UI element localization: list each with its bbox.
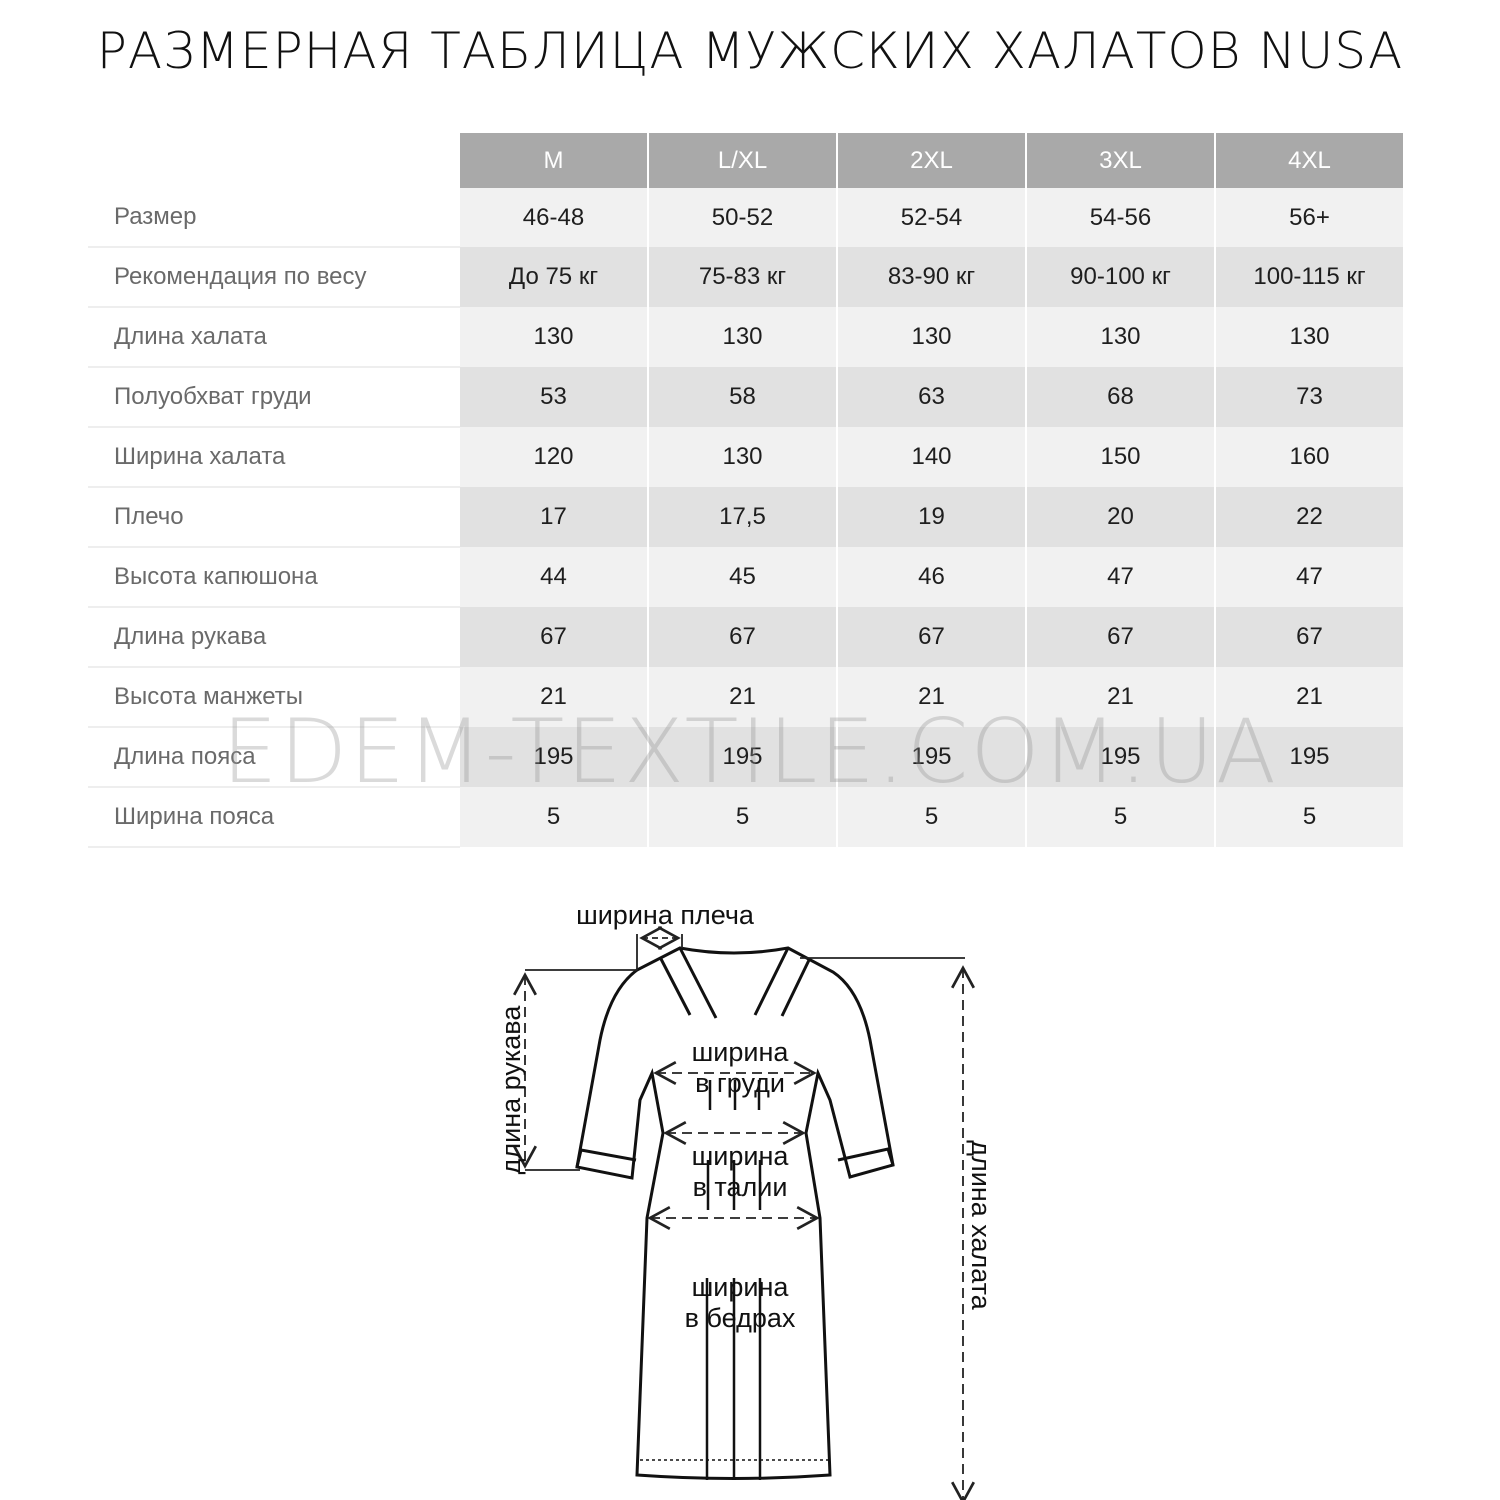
label-shoulder-width: ширина плеча [576,900,755,930]
label-waist: в талии [693,1172,788,1202]
row-label: Полуобхват груди [88,367,459,428]
table-cell: 195 [1025,727,1215,787]
table-cell: 21 [1025,667,1215,727]
label-waist: ширина [692,1141,790,1171]
table-cell: 21 [836,667,1026,727]
size-header: 2XL [836,133,1026,188]
page-title: РАЗМЕРНАЯ ТАБЛИЦА МУЖСКИХ ХАЛАТОВ NUSA [96,22,1404,80]
table-cell: 100-115 кг [1214,247,1403,307]
table-cell: 47 [1025,547,1215,607]
table-cell: 5 [1214,787,1403,847]
table-row: Ширина халата 120 130 140 150 160 [88,427,1403,488]
label-hips: ширина [692,1272,790,1302]
table-cell: 22 [1214,487,1403,547]
table-cell: 52-54 [836,188,1026,247]
table-cell: 130 [1214,307,1403,367]
table-cell: 140 [836,427,1026,487]
table-cell: 5 [647,787,837,847]
table-cell: 130 [647,307,837,367]
table-cell: 67 [1214,607,1403,667]
table-row: Высота капюшона 44 45 46 47 47 [88,547,1403,608]
label-chest: в груди [695,1068,785,1098]
table-row: Длина рукава 67 67 67 67 67 [88,607,1403,668]
table-cell: 47 [1214,547,1403,607]
size-header: L/XL [647,133,837,188]
table-row: Ширина пояса 5 5 5 5 5 [88,787,1403,848]
row-label: Плечо [88,487,459,548]
size-header: M [458,133,648,188]
table-cell: 120 [458,427,648,487]
table-cell: 67 [647,607,837,667]
table-cell: 46 [836,547,1026,607]
table-cell: 195 [458,727,648,787]
table-cell: 56+ [1214,188,1403,247]
table-cell: 63 [836,367,1026,427]
table-cell: 50-52 [647,188,837,247]
row-label: Ширина халата [88,427,459,488]
table-cell: 150 [1025,427,1215,487]
label-sleeve-length: длина рукава [496,1005,526,1175]
row-label: Высота манжеты [88,667,459,728]
table-cell: 17 [458,487,648,547]
table-row: Плечо 17 17,5 19 20 22 [88,487,1403,548]
label-robe-length: длина халата [966,1140,996,1310]
row-label: Размер [88,188,459,248]
table-cell: 130 [458,307,648,367]
measurement-lines [513,926,975,1500]
table-cell: 5 [836,787,1026,847]
row-label: Высота капюшона [88,547,459,608]
table-cell: 67 [1025,607,1215,667]
row-label: Длина рукава [88,607,459,668]
table-cell: 17,5 [647,487,837,547]
table-cell: 67 [458,607,648,667]
table-cell: 75-83 кг [647,247,837,307]
table-row: Длина пояса 195 195 195 195 195 [88,727,1403,788]
table-cell: 21 [458,667,648,727]
table-cell: 67 [836,607,1026,667]
table-cell: 73 [1214,367,1403,427]
size-header: 3XL [1025,133,1215,188]
size-header: 4XL [1214,133,1403,188]
row-label: Длина пояса [88,727,459,788]
table-cell: 83-90 кг [836,247,1026,307]
table-cell: 45 [647,547,837,607]
row-label: Рекомендация по весу [88,247,459,308]
table-row: Длина халата 130 130 130 130 130 [88,307,1403,368]
table-cell: 130 [836,307,1026,367]
table-cell: До 75 кг [458,247,648,307]
table-cell: 19 [836,487,1026,547]
table-cell: 195 [647,727,837,787]
table-cell: 5 [458,787,648,847]
table-row: Размер 46-48 50-52 52-54 54-56 56+ [88,188,1403,248]
size-table: M L/XL 2XL 3XL 4XL Размер 46-48 50-52 52-54… [88,133,1403,848]
table-cell: 20 [1025,487,1215,547]
label-chest: ширина [692,1037,790,1067]
table-cell: 21 [647,667,837,727]
size-header-row: M L/XL 2XL 3XL 4XL [88,133,1403,188]
table-cell: 53 [458,367,648,427]
table-cell: 160 [1214,427,1403,487]
row-label: Длина халата [88,307,459,368]
table-cell: 68 [1025,367,1215,427]
table-cell: 195 [1214,727,1403,787]
table-cell: 90-100 кг [1025,247,1215,307]
table-cell: 130 [1025,307,1215,367]
table-cell: 195 [836,727,1026,787]
table-cell: 21 [1214,667,1403,727]
robe-outline [575,946,895,1480]
table-cell: 58 [647,367,837,427]
label-hips: в бедрах [685,1303,796,1333]
table-row: Рекомендация по весу До 75 кг 75-83 кг 83-9… [88,247,1403,308]
table-row: Высота манжеты 21 21 21 21 21 [88,667,1403,728]
table-cell: 130 [647,427,837,487]
table-cell: 54-56 [1025,188,1215,247]
table-cell: 44 [458,547,648,607]
table-row: Полуобхват груди 53 58 63 68 73 [88,367,1403,428]
table-cell: 46-48 [458,188,648,247]
table-cell: 5 [1025,787,1215,847]
row-label: Ширина пояса [88,787,459,848]
